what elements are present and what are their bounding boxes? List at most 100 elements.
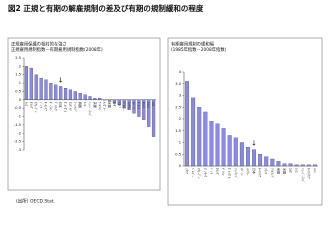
bar <box>93 98 97 100</box>
bar <box>227 135 232 167</box>
bar <box>73 91 77 100</box>
y-tick-label: 2.5 <box>15 56 21 60</box>
chart-title: 有期雇用規制の緩和幅 <box>171 41 215 48</box>
y-tick-label: -2.5 <box>14 140 21 144</box>
x-tick-label: ﾎﾟﾙﾄｶﾞﾙ <box>64 102 69 113</box>
x-tick-label: 韓国 <box>78 102 83 108</box>
bar <box>233 137 238 167</box>
x-tick-label: 英国 <box>93 102 98 108</box>
x-tick-label: ﾊﾝｶﾞﾘｰ <box>103 102 107 112</box>
bar <box>246 147 250 167</box>
bar <box>203 111 208 167</box>
x-tick-label: ﾌﾗﾝｽ <box>147 102 152 109</box>
bar <box>185 81 189 167</box>
x-tick-label: ﾉﾙｳｪｰ <box>246 168 250 176</box>
page-title: 図2 正規と有期の解雇規制の差及び有期の規制緩和の程度 <box>8 3 204 13</box>
x-tick-label: ﾄﾞｲﾂ <box>39 102 43 109</box>
x-tick-label: ﾆｭｰｼﾞｰﾗﾝﾄﾞ <box>88 102 92 117</box>
bar <box>313 164 317 167</box>
x-tick-label: ﾌｨﾝﾗﾝﾄﾞ <box>234 168 238 179</box>
x-tick-label: ｵﾗﾝﾀﾞ <box>216 168 221 176</box>
x-tick-label: ｷﾞﾘｼｬ <box>137 102 141 110</box>
y-tick-label: 0.5 <box>175 152 181 156</box>
x-tick-label: ｱｲﾙﾗﾝﾄﾞ <box>98 102 103 113</box>
y-tick-label: -1 <box>17 115 21 119</box>
x-tick-label: ｵｰｽﾄﾗﾘｱ <box>307 168 312 179</box>
bar <box>39 77 43 100</box>
bar <box>98 98 102 100</box>
annotation-arrow: ↓ <box>251 140 257 148</box>
x-tick-label: ﾌﾗﾝｽ <box>264 168 269 175</box>
y-tick-label: 0 <box>19 98 22 102</box>
x-tick-label: ｵｰｽﾄﾘｱ <box>44 102 49 112</box>
bar <box>270 158 275 167</box>
x-tick-label: ｵﾗﾝﾀﾞ <box>29 102 34 110</box>
bar <box>264 156 269 167</box>
x-tick-label: 米国 <box>108 102 113 108</box>
y-tick-label: -3 <box>17 148 21 152</box>
x-tick-label: ﾆｭｰｼﾞｰﾗﾝﾄﾞ <box>301 168 305 183</box>
chart-subtitle: (1985年指数－2008年指数) <box>171 46 227 53</box>
bar <box>24 66 29 100</box>
bar <box>197 107 202 167</box>
x-tick-label: 米国 <box>283 168 288 174</box>
y-tick-label: 4 <box>179 70 182 74</box>
y-tick-label: 3.5 <box>175 82 181 86</box>
bar <box>29 67 33 100</box>
bar <box>239 142 244 167</box>
y-tick-label: 3 <box>179 94 181 98</box>
x-tick-label: ｱｲﾙﾗﾝﾄﾞ <box>270 168 275 179</box>
x-tick-label: ｽｲｽ <box>295 168 300 173</box>
x-tick-label: ﾁｪｺ <box>24 102 29 107</box>
bar <box>142 99 146 121</box>
x-tick-label: ﾌｨﾝﾗﾝﾄﾞ <box>73 102 77 113</box>
y-tick-label: 1 <box>19 81 21 85</box>
y-tick-label: 2 <box>179 117 181 121</box>
bar <box>54 84 58 100</box>
bar <box>221 128 226 167</box>
y-tick-label: -2 <box>17 131 21 135</box>
bar <box>282 163 287 167</box>
bar <box>252 149 256 167</box>
chart-title: 正規雇用保護の相対的な強さ <box>11 41 67 48</box>
x-tick-label: ｷﾞﾘｼｬ <box>222 168 226 176</box>
bar <box>78 93 82 100</box>
page: 図2 正規と有期の解雇規制の差及び有期の規制緩和の程度 (出所) OECD.St… <box>7 3 323 206</box>
x-tick-label: ﾄﾙｺ <box>152 102 156 107</box>
x-tick-label: ｶﾅﾀﾞ <box>289 168 294 174</box>
x-tick-label: ﾃﾞﾝﾏｰｸ <box>54 102 59 112</box>
y-tick-label: 0.5 <box>15 89 21 93</box>
bar <box>191 97 196 167</box>
bar <box>151 99 156 137</box>
y-tick-label: 1.5 <box>15 73 21 77</box>
bar <box>117 99 121 105</box>
x-tick-label: ﾎﾟﾙﾄｶﾞﾙ <box>228 168 233 179</box>
x-tick-label: ﾎﾟｰﾗﾝﾄﾞ <box>49 102 54 113</box>
bar <box>288 163 293 167</box>
x-tick-label: ﾄﾙｺ <box>313 168 317 173</box>
bar <box>258 154 263 167</box>
bar <box>107 99 112 102</box>
x-tick-label: 英国 <box>276 168 281 174</box>
x-tick-label: ﾃﾞﾝﾏｰｸ <box>203 168 208 178</box>
y-tick-label: 2.5 <box>175 105 181 109</box>
y-tick-label: -0.5 <box>14 106 21 110</box>
bar <box>49 82 53 100</box>
bar <box>44 79 48 100</box>
x-tick-label: ﾉﾙｳｪｰ <box>127 102 131 110</box>
bar <box>127 99 131 110</box>
y-tick-label: 1.5 <box>175 129 181 133</box>
bar <box>59 86 63 100</box>
x-tick-label: ｶﾅﾀﾞ <box>112 102 117 108</box>
bar <box>34 74 38 100</box>
bar <box>300 164 305 167</box>
bar <box>147 99 151 127</box>
bar <box>306 164 311 167</box>
annotation-arrow: ↓ <box>58 76 64 84</box>
bar <box>137 99 141 117</box>
y-tick-label: 0 <box>179 164 182 168</box>
bar <box>294 164 299 167</box>
left-panel <box>7 37 161 191</box>
x-tick-label: 日本 <box>59 102 64 108</box>
x-tick-label: 日本 <box>252 168 257 174</box>
